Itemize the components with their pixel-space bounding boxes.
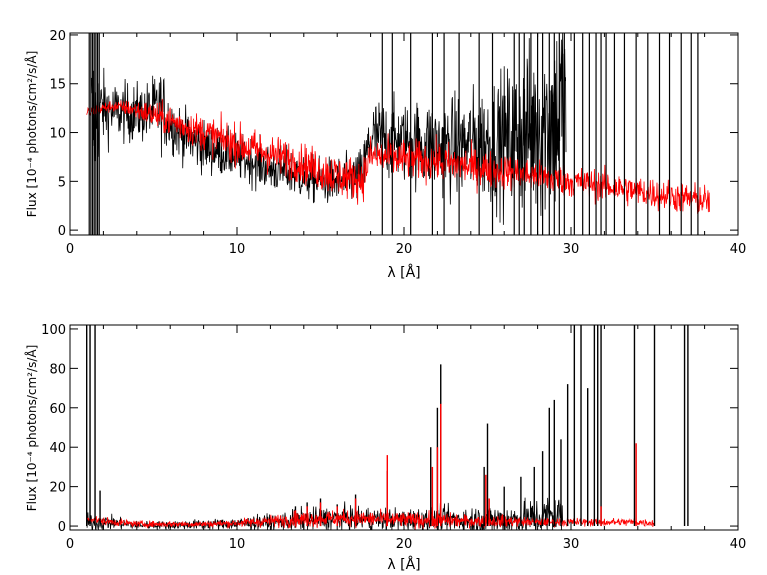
top-flux-panel: 0 10 20 30 40 0 5 10 15 20 λ [Å] Flux [10⁻⁴ phot… xyxy=(24,29,746,281)
bottom-x-ticks: 0 10 20 30 40 xyxy=(66,325,746,552)
x-tick-label: 40 xyxy=(730,242,747,257)
x-tick-label: 0 xyxy=(66,242,74,257)
bottom-plot-area xyxy=(85,325,689,530)
y-tick-label: 10 xyxy=(49,127,66,142)
x-tick-label: 30 xyxy=(563,537,580,552)
bottom-flux-panel: 0 10 20 30 40 0 20 40 60 80 100 λ [Å] Flux [10⁻⁴ … xyxy=(24,323,746,573)
series-model-red xyxy=(86,508,655,530)
top-y-ticks: 0 5 10 15 20 xyxy=(49,29,738,239)
x-tick-label: 30 xyxy=(563,242,580,257)
y-tick-label: 5 xyxy=(58,175,66,190)
bottom-x-axis-label: λ [Å] xyxy=(387,556,420,573)
x-tick-label: 40 xyxy=(730,537,747,552)
y-tick-label: 20 xyxy=(49,29,66,44)
y-tick-label: 15 xyxy=(49,78,66,93)
x-tick-label: 20 xyxy=(396,537,413,552)
top-x-ticks: 0 10 20 30 40 xyxy=(66,33,746,257)
x-tick-label: 20 xyxy=(396,242,413,257)
y-tick-label: 100 xyxy=(41,323,66,338)
bottom-axes-frame xyxy=(69,324,739,531)
series-data-black xyxy=(91,33,567,225)
x-tick-label: 10 xyxy=(229,537,246,552)
top-y-axis-label: Flux [10⁻⁴ photons/cm²/s/Å] xyxy=(24,51,39,218)
y-tick-label: 0 xyxy=(58,224,66,239)
y-tick-label: 60 xyxy=(49,402,66,417)
y-tick-label: 0 xyxy=(58,520,66,535)
bottom-y-ticks: 0 20 40 60 80 100 xyxy=(41,323,738,535)
y-tick-label: 80 xyxy=(49,362,66,377)
top-x-axis-label: λ [Å] xyxy=(387,264,420,281)
bottom-y-axis-label: Flux [10⁻⁴ photons/cm²/s/Å] xyxy=(24,345,39,512)
y-tick-label: 40 xyxy=(49,441,66,456)
series-data-black xyxy=(86,497,564,530)
top-plot-area xyxy=(86,33,711,235)
y-tick-label: 20 xyxy=(49,481,66,496)
x-tick-label: 10 xyxy=(229,242,246,257)
x-tick-label: 0 xyxy=(66,537,74,552)
